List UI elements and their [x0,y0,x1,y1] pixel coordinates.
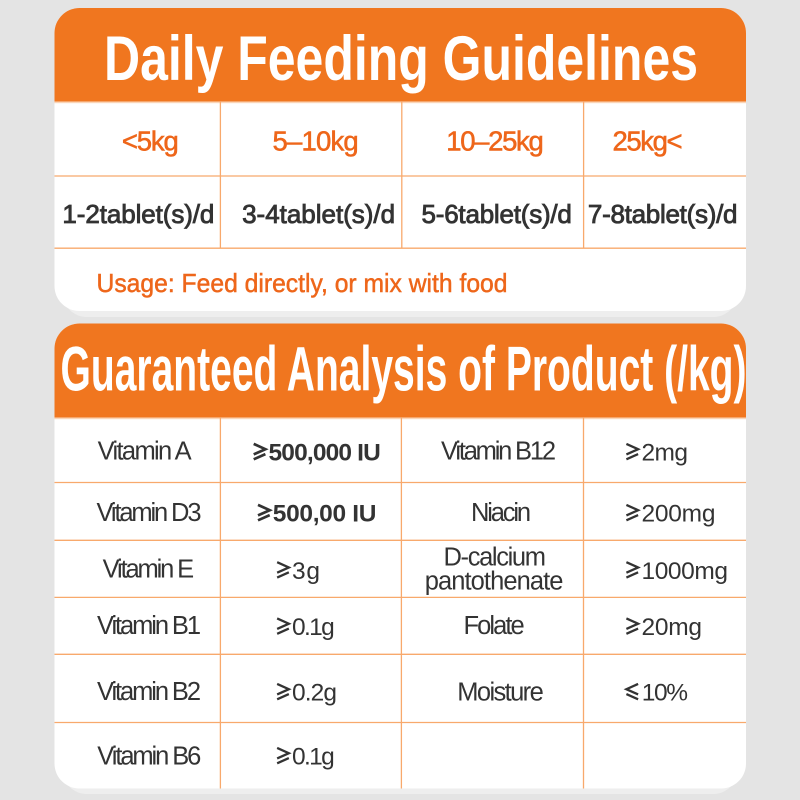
svg-text:<5kg: <5kg [122,125,179,156]
svg-text:Vitamin A: Vitamin A [98,438,192,466]
svg-text:0.2g: 0.2g [292,680,337,707]
svg-text:1-2tablet(s)/d: 1-2tablet(s)/d [62,199,214,229]
svg-text:Folate: Folate [463,612,524,640]
svg-text:Vitamin B2: Vitamin B2 [97,678,201,706]
svg-text:3-4tablet(s)/d: 3-4tablet(s)/d [242,199,395,229]
svg-text:Vitamin D3: Vitamin D3 [97,499,202,527]
svg-text:10–25kg: 10–25kg [446,125,544,156]
svg-text:Guaranteed Analysis of Product: Guaranteed Analysis of Product (/kg) [61,335,747,405]
svg-text:3g: 3g [292,558,320,585]
svg-text:5-6tablet(s)/d: 5-6tablet(s)/d [422,199,572,229]
svg-text:20mg: 20mg [642,614,703,641]
svg-text:Vitamin E: Vitamin E [103,556,195,584]
svg-text:Niacin: Niacin [471,499,531,527]
svg-text:1000mg: 1000mg [642,558,729,585]
svg-text:7-8tablet(s)/d: 7-8tablet(s)/d [588,199,738,229]
svg-text:pantothenate: pantothenate [425,568,564,596]
svg-text:10%: 10% [642,680,688,707]
svg-text:Vitamin B1: Vitamin B1 [97,612,201,640]
svg-text:Vitamin B12: Vitamin B12 [441,438,556,466]
svg-text:Vitamin B6: Vitamin B6 [97,743,201,771]
svg-text:500,00 IU: 500,00 IU [273,501,377,528]
svg-text:0.1g: 0.1g [292,614,335,641]
svg-text:Usage: Feed directly, or mix w: Usage: Feed directly, or mix with food [97,268,508,298]
svg-text:Moisture: Moisture [457,679,544,707]
svg-text:25kg<: 25kg< [613,125,683,156]
svg-text:0.1g: 0.1g [292,744,335,771]
svg-text:2mg: 2mg [642,440,689,467]
svg-text:500,000 IU: 500,000 IU [269,440,381,467]
svg-text:5–10kg: 5–10kg [272,125,358,156]
svg-text:Daily Feeding Guidelines: Daily Feeding Guidelines [104,24,698,94]
svg-text:D-calcium: D-calcium [444,544,547,572]
svg-text:200mg: 200mg [642,501,716,528]
